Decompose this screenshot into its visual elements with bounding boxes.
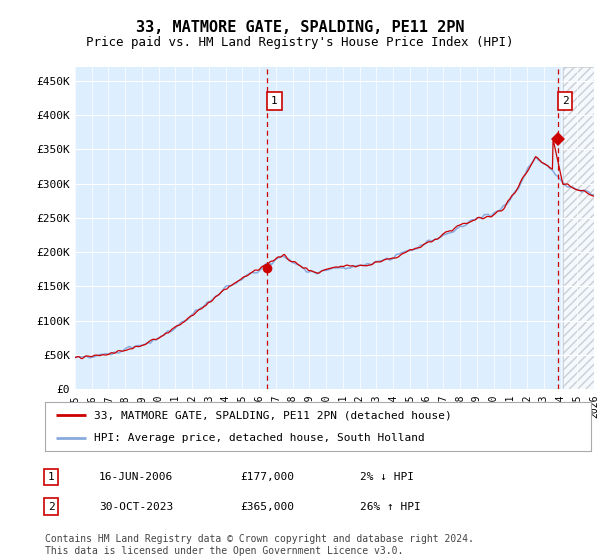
Text: 33, MATMORE GATE, SPALDING, PE11 2PN: 33, MATMORE GATE, SPALDING, PE11 2PN xyxy=(136,20,464,35)
Text: 33, MATMORE GATE, SPALDING, PE11 2PN (detached house): 33, MATMORE GATE, SPALDING, PE11 2PN (de… xyxy=(94,410,452,421)
Text: 1: 1 xyxy=(271,96,278,106)
Bar xyxy=(563,67,594,389)
Text: 2: 2 xyxy=(562,96,569,106)
Text: 2: 2 xyxy=(47,502,55,512)
Text: £177,000: £177,000 xyxy=(240,472,294,482)
Text: 2% ↓ HPI: 2% ↓ HPI xyxy=(360,472,414,482)
Text: Contains HM Land Registry data © Crown copyright and database right 2024.
This d: Contains HM Land Registry data © Crown c… xyxy=(45,534,474,556)
Bar xyxy=(563,67,594,389)
Text: HPI: Average price, detached house, South Holland: HPI: Average price, detached house, Sout… xyxy=(94,433,425,444)
Text: 30-OCT-2023: 30-OCT-2023 xyxy=(99,502,173,512)
Text: 16-JUN-2006: 16-JUN-2006 xyxy=(99,472,173,482)
Text: £365,000: £365,000 xyxy=(240,502,294,512)
Text: 26% ↑ HPI: 26% ↑ HPI xyxy=(360,502,421,512)
Text: 1: 1 xyxy=(47,472,55,482)
Text: Price paid vs. HM Land Registry's House Price Index (HPI): Price paid vs. HM Land Registry's House … xyxy=(86,36,514,49)
